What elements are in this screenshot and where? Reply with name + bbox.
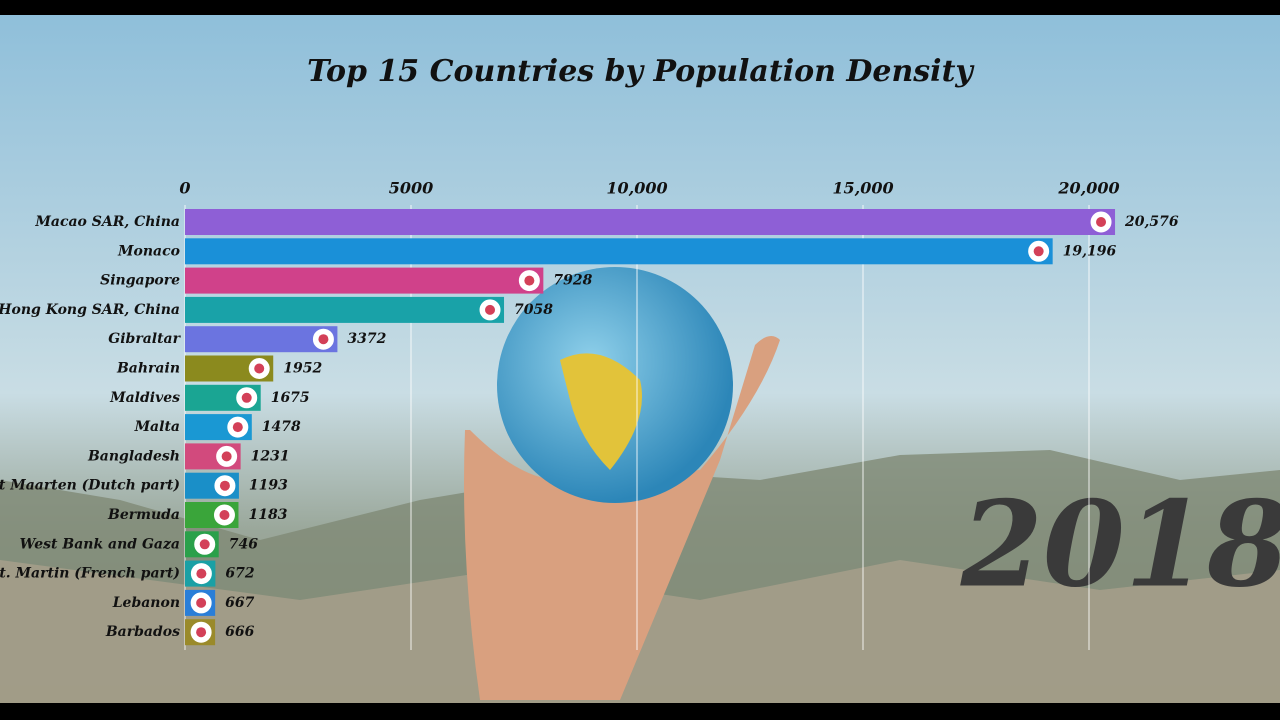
category-label: Maldives (109, 390, 180, 406)
x-tick-label: 5000 (389, 179, 434, 198)
hand (464, 336, 780, 700)
category-label: Barbados (105, 624, 180, 640)
category-label: Hong Kong SAR, China (0, 302, 180, 318)
x-tick-label: 0 (179, 179, 190, 198)
value-label: 19,196 (1063, 243, 1117, 259)
value-label: 1183 (248, 507, 287, 523)
value-label: 20,576 (1124, 214, 1179, 230)
category-label: St. Martin (French part) (0, 566, 180, 582)
flag-emblem (199, 539, 210, 550)
category-label: Bahrain (116, 361, 180, 377)
flag-emblem (1033, 246, 1044, 257)
value-label: 1478 (262, 419, 301, 435)
chart-title: Top 15 Countries by Population Density (307, 54, 975, 89)
bar (185, 296, 505, 323)
bar (185, 238, 1053, 265)
value-label: 1193 (249, 478, 288, 494)
flag-emblem (196, 597, 207, 608)
value-label: 672 (225, 566, 254, 582)
flag-emblem (196, 627, 207, 638)
category-label: Singapore (100, 273, 180, 289)
category-label: Bermuda (107, 507, 180, 523)
value-label: 7928 (553, 273, 592, 289)
flag-emblem (524, 275, 535, 286)
bar (185, 209, 1116, 235)
bar (185, 267, 544, 294)
category-label: Sint Maarten (Dutch part) (0, 478, 180, 494)
category-label: Malta (134, 419, 180, 435)
flag-emblem (219, 510, 230, 520)
flag-emblem (221, 451, 232, 462)
flag-emblem (219, 480, 230, 491)
value-label: 1231 (251, 448, 290, 464)
x-tick-label: 15,000 (832, 179, 893, 198)
x-tick-label: 10,000 (606, 179, 667, 198)
category-label: Monaco (117, 243, 180, 259)
flag-emblem (232, 422, 243, 433)
value-label: 1675 (271, 390, 310, 406)
category-label: Lebanon (112, 595, 180, 611)
value-label: 1952 (283, 361, 322, 377)
plot: 0 5000 10,000 15,000 20,000 Macao SAR, China 2… (0, 179, 1179, 650)
flag-emblem (318, 334, 329, 345)
value-label: 7058 (514, 302, 553, 318)
value-label: 667 (225, 595, 254, 611)
x-tick-label: 20,000 (1057, 179, 1119, 198)
value-label: 3372 (347, 331, 386, 347)
globe-land (560, 353, 642, 470)
value-label: 746 (229, 536, 258, 552)
category-label: Bangladesh (87, 448, 180, 464)
category-label: West Bank and Gaza (20, 536, 180, 552)
value-label: 666 (225, 624, 254, 640)
flag-emblem (1096, 217, 1107, 227)
year-label: 2018 (960, 475, 1280, 614)
flag-emblem (241, 392, 252, 403)
category-label: Gibraltar (108, 331, 181, 347)
flag-emblem (485, 304, 496, 315)
flag-emblem (196, 568, 207, 579)
flag-emblem (254, 363, 265, 374)
category-label: Macao SAR, China (34, 214, 180, 230)
